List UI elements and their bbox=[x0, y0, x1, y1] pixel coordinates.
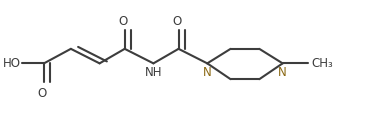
Text: HO: HO bbox=[3, 57, 21, 70]
Text: O: O bbox=[172, 15, 181, 28]
Text: CH₃: CH₃ bbox=[311, 57, 333, 70]
Text: N: N bbox=[278, 66, 287, 79]
Text: O: O bbox=[37, 87, 47, 100]
Text: N: N bbox=[203, 66, 212, 79]
Text: NH: NH bbox=[145, 66, 162, 79]
Text: O: O bbox=[118, 15, 128, 28]
